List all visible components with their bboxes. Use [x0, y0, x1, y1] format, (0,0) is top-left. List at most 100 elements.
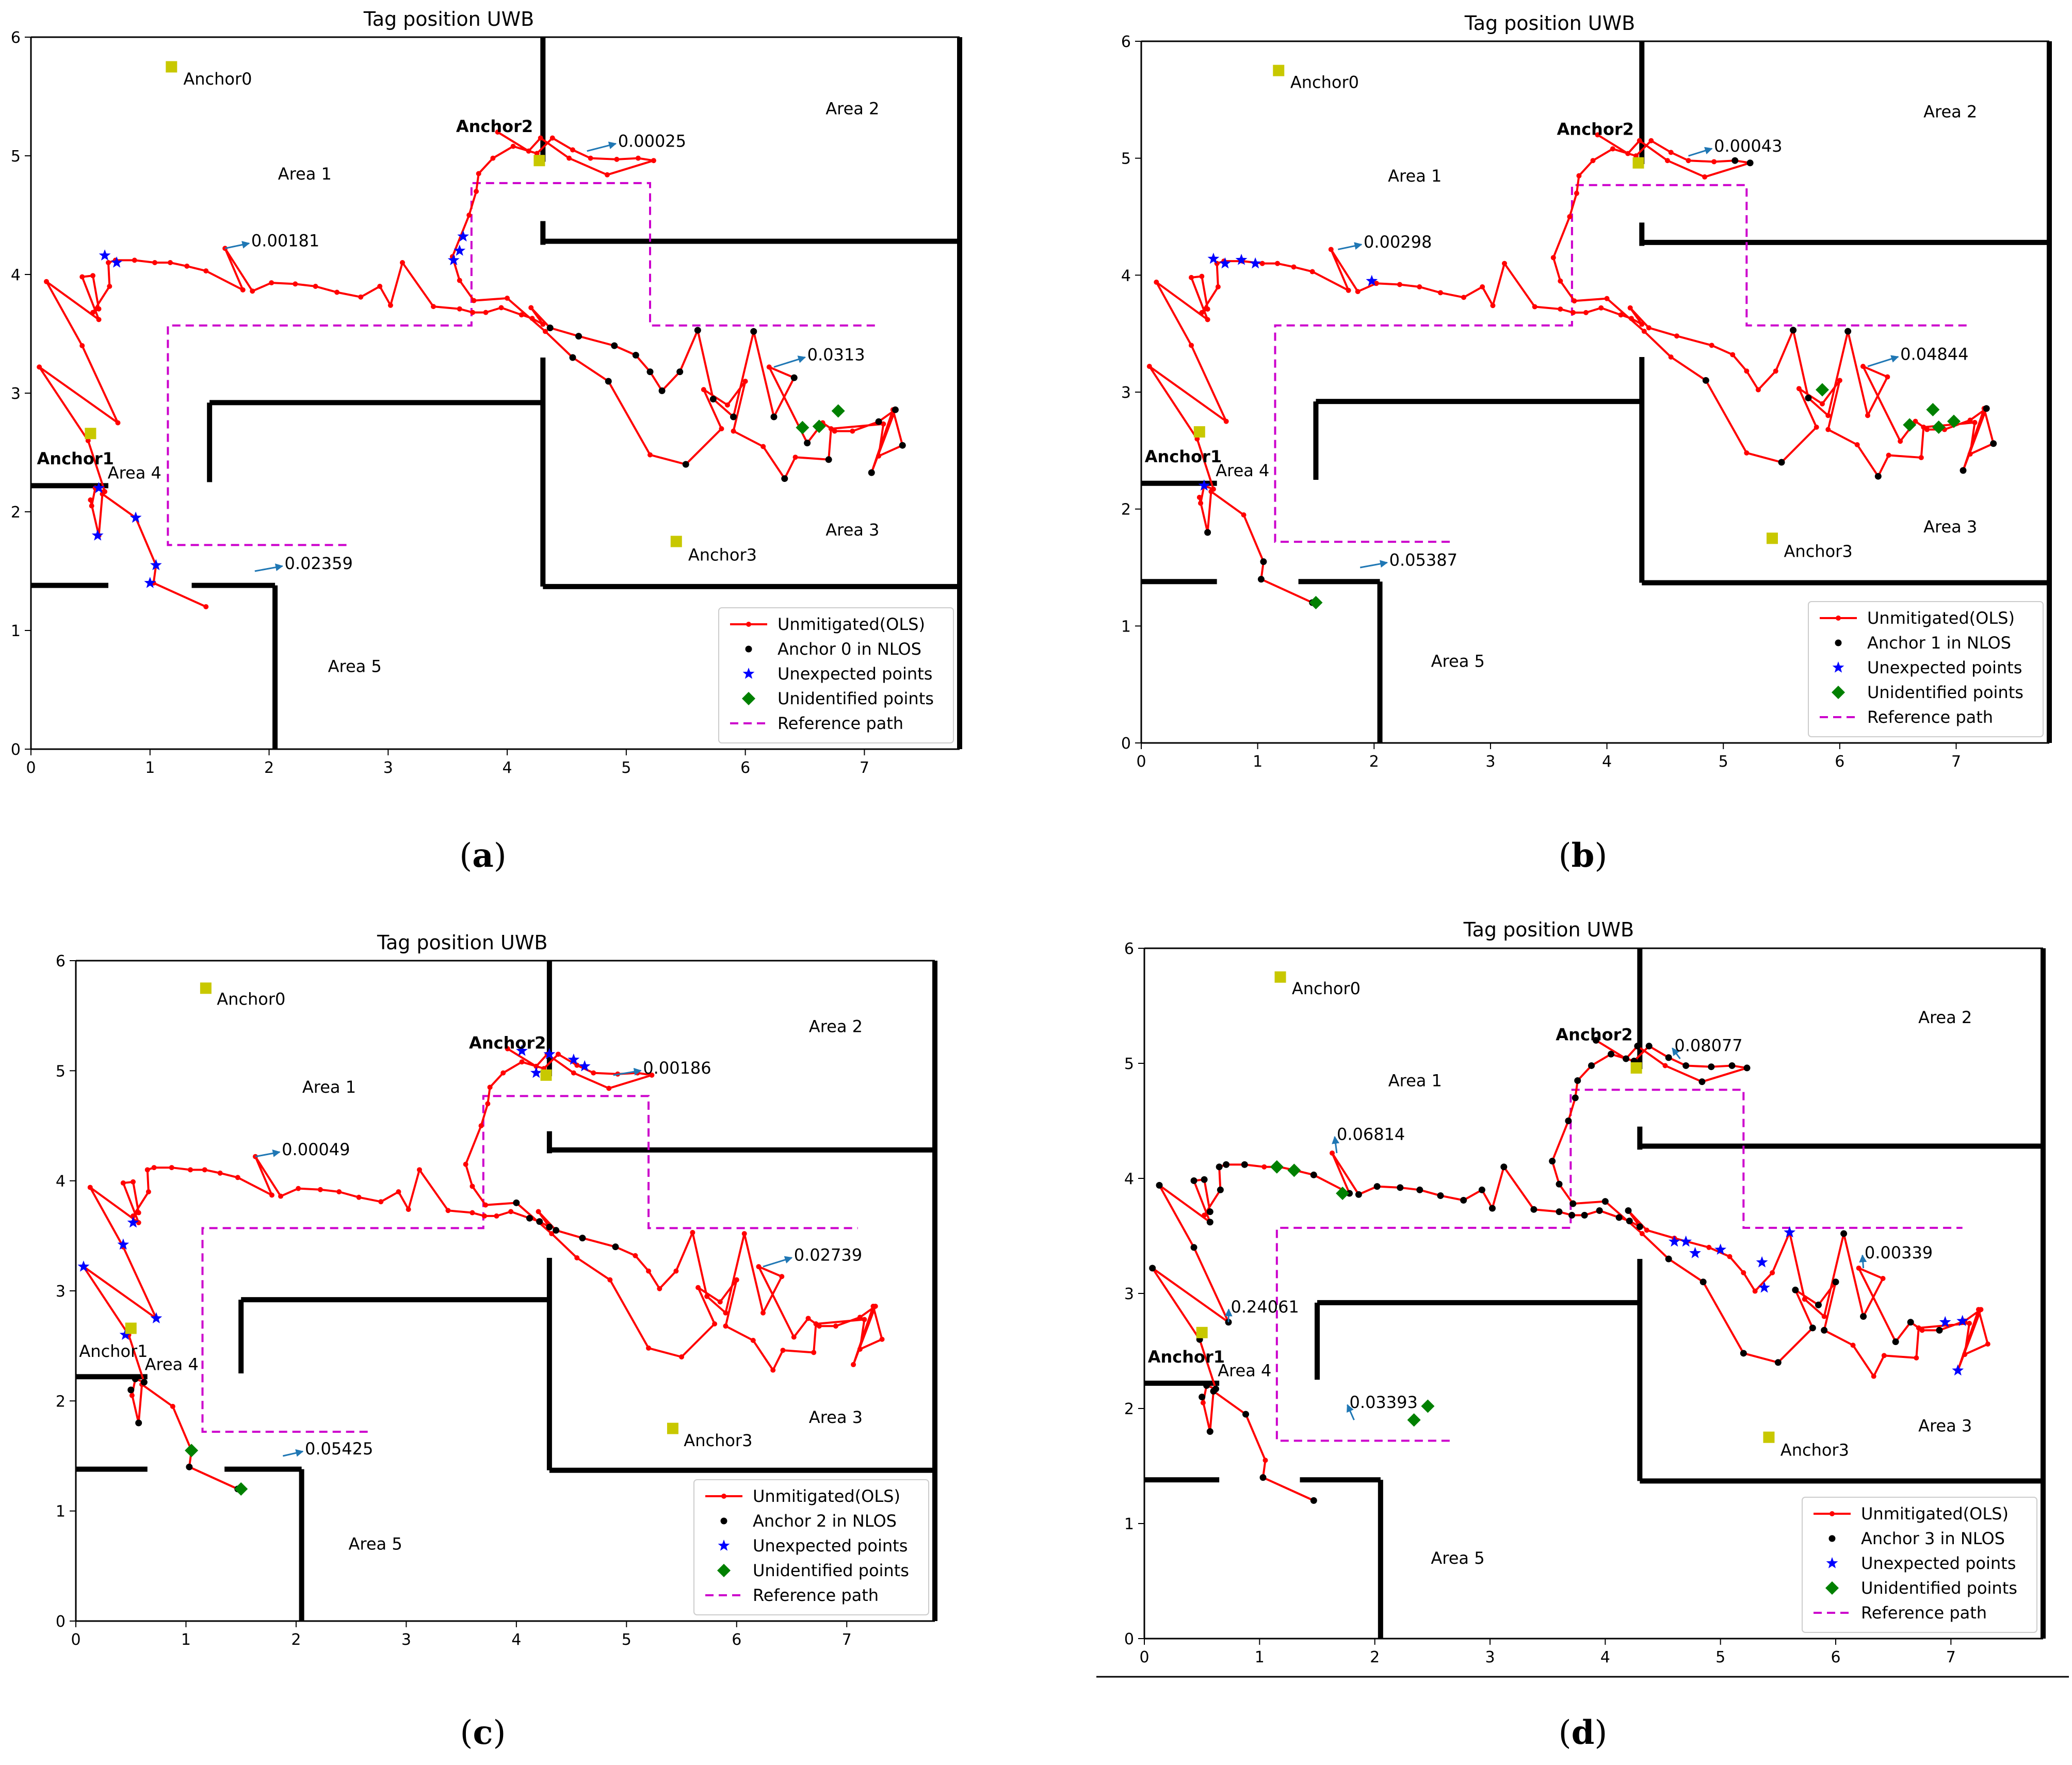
x-tick-label: 2 [1369, 753, 1379, 771]
nlos-point [1437, 1192, 1444, 1199]
anchor-label: Anchor0 [1290, 73, 1359, 92]
nlos-point [1840, 1230, 1848, 1237]
caption-c: (c) [460, 1713, 506, 1752]
annotation-label: 0.02359 [285, 554, 353, 573]
path-point [604, 172, 610, 177]
path-point [1189, 274, 1194, 280]
path-point [1770, 1270, 1775, 1275]
nlos-point [709, 396, 717, 402]
path-point [1572, 298, 1577, 304]
annotation-label: 0.03393 [1350, 1392, 1418, 1412]
path-point [1355, 289, 1361, 295]
path-point [1664, 158, 1670, 164]
path-point [152, 260, 157, 265]
unidentified-point [1287, 1163, 1301, 1177]
path-point [476, 171, 481, 176]
nlos-point [1488, 1205, 1496, 1212]
nlos-point [1556, 1208, 1563, 1216]
path-point [250, 288, 255, 294]
path-point [90, 310, 95, 315]
unexpected-point [150, 1312, 163, 1323]
y-tick-label: 5 [1124, 1055, 1134, 1073]
y-tick-label: 6 [56, 952, 66, 970]
path-point [1397, 282, 1402, 287]
nlos-point [1708, 1063, 1715, 1071]
path-point [463, 1161, 468, 1167]
path-point [1291, 264, 1297, 270]
path-point [1205, 317, 1210, 322]
anchor-marker [125, 1322, 137, 1334]
path-point [828, 426, 834, 431]
legend-handle-nlos [1835, 639, 1842, 646]
area-label: Area 3 [825, 520, 879, 540]
nlos-point [1574, 1077, 1581, 1084]
legend-handle-star [718, 1540, 730, 1551]
nlos-point [825, 456, 832, 463]
x-tick-label: 5 [1719, 753, 1728, 771]
path-point [876, 453, 882, 459]
path-point [169, 1165, 174, 1171]
nlos-point [1625, 1207, 1632, 1214]
path-point [106, 260, 111, 265]
path-point [850, 428, 855, 434]
nlos-point [1990, 440, 1997, 447]
y-tick-label: 3 [1124, 1285, 1134, 1303]
path-point [107, 284, 112, 289]
y-tick-label: 4 [56, 1173, 66, 1191]
legend-label: Reference path [778, 714, 903, 733]
path-point [526, 148, 531, 154]
path-point [131, 1179, 136, 1185]
path-point [1558, 306, 1563, 312]
nlos-point [1149, 1265, 1156, 1272]
unexpected-point [77, 1260, 90, 1272]
nlos-point [553, 1227, 560, 1234]
nlos-point [1740, 1350, 1747, 1357]
legend-label: Unidentified points [753, 1561, 909, 1580]
nlos-point [1242, 1411, 1250, 1418]
path-point [1962, 1352, 1968, 1357]
path-point [574, 1255, 580, 1260]
legend-label: Unexpected points [778, 664, 932, 684]
area-label: Area 1 [1388, 166, 1442, 186]
x-tick-label: 2 [1370, 1648, 1380, 1666]
path-point [881, 421, 886, 427]
path-point [1210, 487, 1216, 492]
nlos-point [1212, 1385, 1219, 1392]
path-point [396, 1189, 401, 1194]
area-label: Area 1 [278, 164, 332, 184]
path-point [269, 1192, 274, 1198]
path-point [269, 280, 274, 286]
path-point [1702, 174, 1708, 180]
nlos-point [579, 1235, 586, 1242]
nlos-point [1217, 1186, 1224, 1193]
path-point [235, 1175, 240, 1180]
nlos-point [1792, 1286, 1799, 1293]
unidentified-point [1309, 596, 1323, 609]
nlos-point [1397, 1184, 1404, 1191]
path-point [1802, 1297, 1807, 1302]
path-point [741, 1231, 747, 1237]
path-point [1727, 1254, 1733, 1259]
path-point [132, 257, 137, 263]
legend-handle-diamond [1832, 686, 1845, 699]
unexpected-point [530, 1066, 542, 1078]
path-point [1595, 132, 1600, 138]
nlos-point [1190, 1244, 1197, 1251]
annotation-label: 0.00049 [282, 1140, 350, 1159]
nlos-point [569, 354, 576, 361]
nlos-point [770, 413, 778, 420]
reference-path [1275, 1089, 1963, 1442]
path-point [1328, 247, 1334, 252]
path-point [406, 1207, 411, 1212]
nlos-point [1204, 529, 1211, 536]
unexpected-point [150, 559, 162, 571]
unexpected-point [91, 529, 104, 541]
path-point [1648, 138, 1654, 143]
nlos-point [1601, 1198, 1609, 1205]
path-point [1871, 1373, 1876, 1379]
path-point [203, 268, 209, 274]
path-point [766, 364, 772, 370]
path-point [296, 1186, 301, 1191]
nlos-point [1478, 1186, 1485, 1193]
y-tick-label: 5 [1121, 150, 1131, 168]
